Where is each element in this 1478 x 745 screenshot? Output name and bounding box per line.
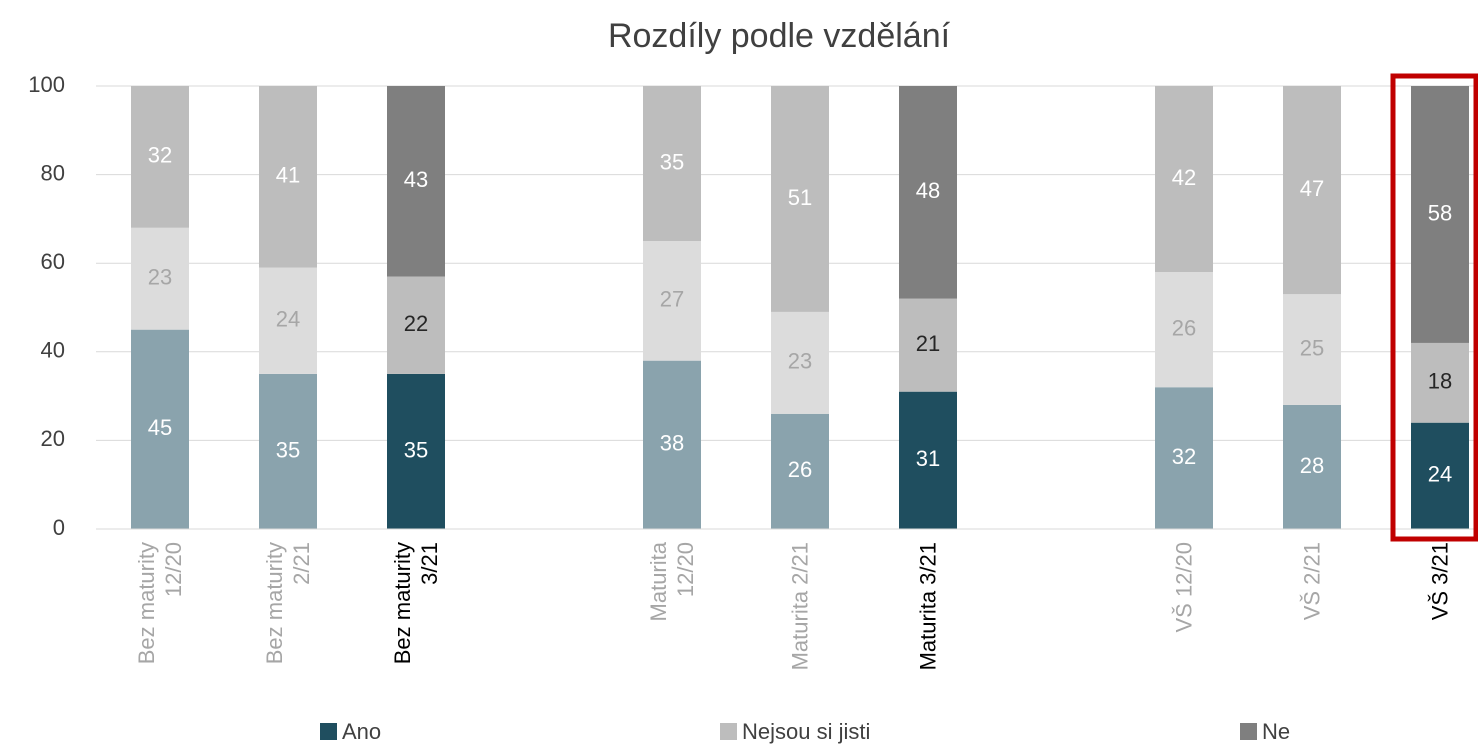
bar-segment (643, 360, 701, 529)
bar-segment (259, 86, 317, 268)
legend-label: Ano (342, 719, 381, 744)
x-tick-label: VŠ 3/21 (1427, 542, 1453, 621)
data-label: 42 (1172, 165, 1196, 190)
bar-segment (1155, 387, 1213, 529)
x-tick-label: Bez maturity 12/20 (134, 542, 186, 665)
data-label: 32 (1172, 444, 1196, 469)
bar-segment (1411, 342, 1469, 423)
x-tick-label: VŠ 12/20 (1171, 542, 1197, 633)
y-tick-label: 80 (41, 160, 65, 185)
bar-segment (131, 86, 189, 228)
legend-swatch (320, 723, 337, 740)
bar-segment (131, 329, 189, 529)
data-label: 35 (660, 149, 684, 174)
data-label: 21 (916, 331, 940, 356)
bar-segment (387, 276, 445, 374)
x-tick-label: VŠ 2/21 (1299, 542, 1325, 621)
y-tick-label: 0 (53, 515, 65, 540)
data-label: 38 (660, 431, 684, 456)
chart-title: Rozdíly podle vzdělání (608, 17, 951, 55)
data-label: 32 (148, 143, 172, 168)
data-label: 45 (148, 415, 172, 440)
bar-segment (1155, 272, 1213, 388)
bar-segment (1283, 86, 1341, 295)
bar-segment (643, 241, 701, 361)
y-tick-label: 60 (41, 249, 65, 274)
legend-label: Nejsou si jisti (742, 719, 870, 744)
bar-segment (899, 86, 957, 299)
data-label: 35 (404, 437, 428, 462)
data-label: 31 (916, 446, 940, 471)
bar-segment (1283, 404, 1341, 529)
bar-segment (1411, 86, 1469, 343)
data-label: 26 (1172, 315, 1196, 340)
bar-segment (1283, 294, 1341, 405)
data-label: 48 (916, 178, 940, 203)
bar-segment (643, 86, 701, 242)
x-tick-label: Bez maturity 3/21 (390, 542, 442, 665)
data-label: 18 (1428, 369, 1452, 394)
legend-swatch (720, 723, 737, 740)
y-tick-label: 40 (41, 338, 65, 363)
bar-segment (259, 267, 317, 374)
bar-segment (1155, 86, 1213, 273)
data-label: 27 (660, 287, 684, 312)
data-label: 24 (276, 307, 300, 332)
x-tick-label: Bez maturity 2/21 (262, 542, 314, 665)
bar-segment (387, 373, 445, 529)
bar-segment (899, 391, 957, 529)
data-label: 35 (276, 437, 300, 462)
bar-segment (131, 227, 189, 330)
x-tick-label: Maturita 2/21 (787, 542, 813, 671)
bar-segment (771, 413, 829, 529)
legend-swatch (1240, 723, 1257, 740)
bar-segment (387, 86, 445, 277)
data-label: 24 (1428, 462, 1452, 487)
legend-label: Ne (1262, 719, 1290, 744)
data-label: 47 (1300, 176, 1324, 201)
data-label: 22 (404, 311, 428, 336)
y-tick-label: 20 (41, 426, 65, 451)
data-label: 43 (404, 167, 428, 192)
data-label: 26 (788, 457, 812, 482)
bar-segment (771, 86, 829, 312)
data-label: 58 (1428, 200, 1452, 225)
x-tick-label: Maturita 3/21 (915, 542, 941, 671)
bar-segment (899, 298, 957, 392)
bar-segment (1411, 422, 1469, 529)
data-label: 51 (788, 185, 812, 210)
data-label: 23 (788, 349, 812, 374)
data-label: 41 (276, 163, 300, 188)
highlight-box (1390, 73, 1478, 542)
data-label: 23 (148, 265, 172, 290)
data-label: 28 (1300, 453, 1324, 478)
bar-segment (259, 373, 317, 529)
bar-segment (771, 311, 829, 414)
data-label: 25 (1300, 335, 1324, 360)
x-tick-label: Maturita 12/20 (646, 542, 698, 622)
y-tick-label: 100 (28, 72, 65, 97)
